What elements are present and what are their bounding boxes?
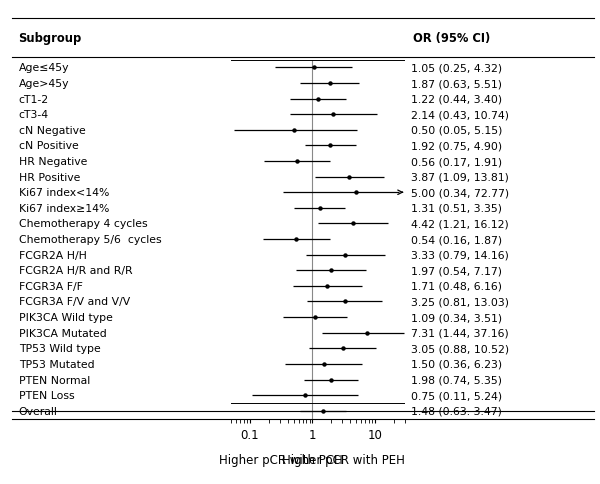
Text: 3.87 (1.09, 13.81): 3.87 (1.09, 13.81) <box>410 172 508 182</box>
Text: Chemotherapy 5/6  cycles: Chemotherapy 5/6 cycles <box>19 235 161 244</box>
Text: 0.75 (0.11, 5.24): 0.75 (0.11, 5.24) <box>410 390 502 400</box>
Text: 4.42 (1.21, 16.12): 4.42 (1.21, 16.12) <box>410 219 508 229</box>
Text: FCGR3A F/V and V/V: FCGR3A F/V and V/V <box>19 297 130 307</box>
Text: Subgroup: Subgroup <box>18 32 81 45</box>
Text: HR Negative: HR Negative <box>19 157 87 166</box>
Text: PTEN Normal: PTEN Normal <box>19 375 90 385</box>
Text: TP53 Wild type: TP53 Wild type <box>19 344 100 354</box>
Text: OR (95% CI): OR (95% CI) <box>413 32 490 45</box>
Text: cN Negative: cN Negative <box>19 125 85 136</box>
Text: PIK3CA Mutated: PIK3CA Mutated <box>19 328 106 338</box>
Text: Overall: Overall <box>19 406 58 416</box>
Text: FCGR2A H/R and R/R: FCGR2A H/R and R/R <box>19 266 132 276</box>
Text: 1.98 (0.74, 5.35): 1.98 (0.74, 5.35) <box>410 375 502 385</box>
Text: 1.05 (0.25, 4.32): 1.05 (0.25, 4.32) <box>410 63 502 73</box>
Text: Age≤45y: Age≤45y <box>19 63 69 73</box>
Text: TP53 Mutated: TP53 Mutated <box>19 359 94 369</box>
Text: FCGR2A H/H: FCGR2A H/H <box>19 250 86 260</box>
Text: cT3-4: cT3-4 <box>19 110 49 120</box>
Text: 7.31 (1.44, 37.16): 7.31 (1.44, 37.16) <box>410 328 508 338</box>
Text: 1.87 (0.63, 5.51): 1.87 (0.63, 5.51) <box>410 79 502 89</box>
Text: cT1-2: cT1-2 <box>19 94 49 105</box>
Text: 0.54 (0.16, 1.87): 0.54 (0.16, 1.87) <box>410 235 502 244</box>
Text: Ki67 index<14%: Ki67 index<14% <box>19 188 109 198</box>
Text: 3.05 (0.88, 10.52): 3.05 (0.88, 10.52) <box>410 344 509 354</box>
Text: Higher pCR with PEH: Higher pCR with PEH <box>283 454 405 466</box>
Text: 1.31 (0.51, 3.35): 1.31 (0.51, 3.35) <box>410 203 502 213</box>
Text: 1.97 (0.54, 7.17): 1.97 (0.54, 7.17) <box>410 266 502 276</box>
Text: 3.33 (0.79, 14.16): 3.33 (0.79, 14.16) <box>410 250 508 260</box>
Text: Age>45y: Age>45y <box>19 79 69 89</box>
Text: 5.00 (0.34, 72.77): 5.00 (0.34, 72.77) <box>410 188 509 198</box>
Text: Higher pCR with PCH: Higher pCR with PCH <box>219 454 343 466</box>
Text: 1.22 (0.44, 3.40): 1.22 (0.44, 3.40) <box>410 94 502 105</box>
Text: Chemotherapy 4 cycles: Chemotherapy 4 cycles <box>19 219 147 229</box>
Text: 1.50 (0.36, 6.23): 1.50 (0.36, 6.23) <box>410 359 502 369</box>
Text: FCGR3A F/F: FCGR3A F/F <box>19 281 82 291</box>
Text: cN Positive: cN Positive <box>19 141 79 151</box>
Text: 1.71 (0.48, 6.16): 1.71 (0.48, 6.16) <box>410 281 502 291</box>
Text: 0.56 (0.17, 1.91): 0.56 (0.17, 1.91) <box>410 157 502 166</box>
Text: HR Positive: HR Positive <box>19 172 80 182</box>
Text: 1.48 (0.63. 3.47): 1.48 (0.63. 3.47) <box>410 406 502 416</box>
Text: 1.92 (0.75, 4.90): 1.92 (0.75, 4.90) <box>410 141 502 151</box>
Text: PIK3CA Wild type: PIK3CA Wild type <box>19 313 112 322</box>
Text: 1.09 (0.34, 3.51): 1.09 (0.34, 3.51) <box>410 313 502 322</box>
Text: 2.14 (0.43, 10.74): 2.14 (0.43, 10.74) <box>410 110 509 120</box>
Text: PTEN Loss: PTEN Loss <box>19 390 74 400</box>
Text: 0.50 (0.05, 5.15): 0.50 (0.05, 5.15) <box>410 125 502 136</box>
Text: Ki67 index≥14%: Ki67 index≥14% <box>19 203 109 213</box>
Text: 3.25 (0.81, 13.03): 3.25 (0.81, 13.03) <box>410 297 509 307</box>
